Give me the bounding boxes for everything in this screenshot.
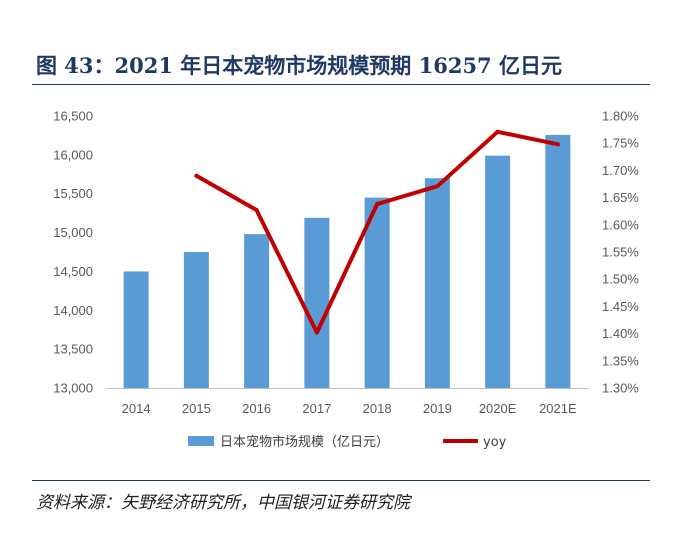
right-tick-label: 1.75% — [602, 136, 639, 151]
left-tick-label: 13,000 — [53, 381, 93, 396]
right-tick-label: 1.70% — [602, 163, 639, 178]
left-axis: 13,000 13,500 14,000 14,500 15,000 15,500 16,0… — [53, 109, 93, 396]
source-note: 资料来源：矢野经济研究所，中国银河证券研究院 — [36, 493, 410, 513]
bar — [304, 217, 330, 388]
right-axis: 1.30% 1.35% 1.40% 1.45% 1.50% 1.55% 1.60% 1.65%… — [602, 109, 639, 396]
right-tick-label: 1.60% — [602, 217, 639, 232]
right-tick-label: 1.80% — [602, 109, 639, 124]
right-tick-label: 1.45% — [602, 299, 639, 314]
bar — [123, 271, 149, 388]
yoy-series — [194, 129, 560, 335]
legend-bar-label: 日本宠物市场规模（亿日元） — [220, 434, 389, 450]
yoy-point — [375, 202, 380, 207]
yoy-point — [435, 184, 440, 189]
yoy-point — [555, 142, 560, 147]
title-rule — [32, 84, 650, 85]
bar — [364, 197, 390, 388]
x-tick-label: 2015 — [182, 401, 211, 416]
bar-series — [123, 134, 571, 388]
x-tick-label: 2019 — [423, 401, 452, 416]
right-tick-label: 1.35% — [602, 353, 639, 368]
figure-title: 图 43：2021 年日本宠物市场规模预期 16257 亿日元 — [36, 53, 562, 78]
right-tick-label: 1.30% — [602, 381, 639, 396]
legend: 日本宠物市场规模（亿日元） yoy — [188, 434, 507, 450]
right-tick-label: 1.55% — [602, 245, 639, 260]
chart: 13,000 13,500 14,000 14,500 15,000 15,500 16,0… — [53, 109, 639, 451]
bar — [485, 155, 511, 388]
bar — [545, 134, 571, 388]
x-axis: 2014 2015 2016 2017 2018 2019 2020E 2021E — [106, 388, 588, 416]
x-tick-label: 2020E — [479, 401, 517, 416]
x-tick-label: 2018 — [363, 401, 392, 416]
left-tick-label: 16,000 — [53, 147, 93, 162]
source-rule — [32, 480, 650, 481]
yoy-point — [495, 129, 500, 134]
right-tick-label: 1.40% — [602, 326, 639, 341]
left-tick-label: 14,000 — [53, 303, 93, 318]
legend-line-label: yoy — [483, 435, 507, 450]
bar — [183, 252, 209, 388]
legend-bar-swatch — [188, 436, 214, 446]
right-tick-label: 1.50% — [602, 272, 639, 287]
left-tick-label: 16,500 — [53, 109, 93, 124]
x-tick-label: 2016 — [242, 401, 271, 416]
right-tick-label: 1.65% — [602, 190, 639, 205]
left-tick-label: 15,000 — [53, 225, 93, 240]
x-tick-label: 2021E — [539, 401, 577, 416]
yoy-point — [194, 173, 199, 178]
left-tick-label: 13,500 — [53, 342, 93, 357]
yoy-point — [254, 208, 259, 213]
bar — [424, 178, 450, 388]
x-tick-label: 2017 — [302, 401, 331, 416]
yoy-point — [314, 330, 319, 335]
bar — [244, 234, 270, 388]
left-tick-label: 15,500 — [53, 186, 93, 201]
x-tick-label: 2014 — [122, 401, 151, 416]
left-tick-label: 14,500 — [53, 264, 93, 279]
